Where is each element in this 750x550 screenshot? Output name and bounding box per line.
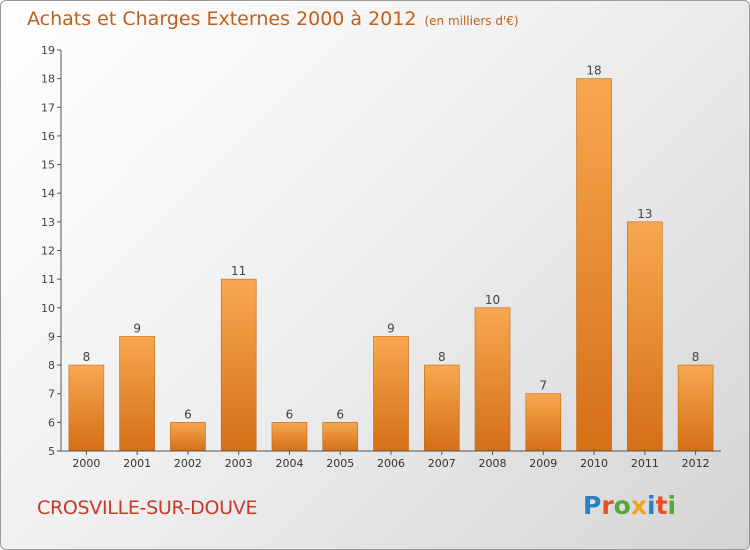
y-tick-label: 15	[41, 159, 55, 172]
x-tick-label: 2003	[225, 457, 253, 470]
chart-title: Achats et Charges Externes 2000 à 2012 (e…	[27, 8, 519, 30]
y-tick-label: 18	[41, 73, 55, 86]
bar-value-label: 7	[539, 379, 547, 393]
bar	[373, 336, 409, 452]
bar-value-label: 13	[637, 207, 652, 221]
x-axis: 2000 2001 2002 2003 2004 2005 2006 2007 2008 2009…	[61, 450, 721, 470]
bar-value-label: 11	[231, 264, 246, 278]
y-tick-label: 9	[48, 330, 55, 343]
bar	[525, 393, 562, 452]
bar	[627, 221, 663, 452]
bar-value-label: 8	[83, 350, 91, 364]
y-tick-label: 17	[41, 101, 55, 114]
x-tick-label: 2010	[580, 457, 608, 470]
y-tick-label: 14	[41, 187, 55, 200]
y-tick-label: 6	[48, 416, 55, 429]
x-tick-label: 2009	[529, 457, 557, 470]
bar	[170, 422, 206, 452]
x-tick-label: 2006	[377, 457, 405, 470]
bar-value-label: 10	[485, 293, 500, 307]
bar-value-label: 6	[336, 407, 344, 421]
city-name: CROSVILLE-SUR-DOUVE	[37, 497, 258, 519]
x-tick-label: 2007	[428, 457, 456, 470]
bar	[220, 278, 257, 452]
y-tick-label: 7	[48, 388, 55, 401]
bar	[322, 422, 359, 452]
x-tick-label: 2002	[174, 457, 202, 470]
bar	[119, 336, 155, 452]
x-tick-label: 2004	[275, 457, 303, 470]
bar	[677, 364, 714, 452]
x-tick-label: 2011	[631, 457, 659, 470]
y-tick-label: 8	[48, 359, 55, 372]
x-tick-label: 2008	[479, 457, 507, 470]
bars: 8 9 6 11 6 6 9 8 10 7 18 13 8	[68, 64, 714, 452]
bar-value-label: 8	[692, 350, 700, 364]
x-tick-label: 2005	[326, 457, 354, 470]
proxiti-logo: Proxiti	[583, 491, 677, 520]
x-tick-label: 2001	[123, 457, 151, 470]
x-tick-label: 2012	[682, 457, 710, 470]
y-tick-label: 16	[41, 130, 55, 143]
bar	[474, 307, 511, 452]
x-tick-label: 2000	[72, 457, 100, 470]
y-tick-label: 10	[41, 302, 55, 315]
bar-value-label: 18	[586, 64, 601, 78]
y-tick-label: 12	[41, 245, 55, 258]
bar	[423, 364, 460, 452]
y-tick-label: 11	[41, 273, 55, 286]
bar	[271, 422, 308, 452]
bar-value-label: 8	[438, 350, 446, 364]
y-tick-label: 5	[48, 445, 55, 458]
chart-title-text: Achats et Charges Externes 2000 à 2012	[27, 8, 417, 30]
bar	[68, 364, 105, 452]
bar-value-label: 6	[184, 407, 192, 421]
y-axis: 5 6 7 8 9 10 11 12 13 14 15 16 17 18 19	[41, 44, 62, 458]
bar	[576, 78, 612, 452]
bar-value-label: 6	[286, 407, 294, 421]
bar-value-label: 9	[133, 321, 141, 335]
bar-value-label: 9	[387, 321, 395, 335]
y-tick-label: 19	[41, 44, 55, 57]
y-tick-label: 13	[41, 216, 55, 229]
chart-unit: (en milliers d'€)	[424, 14, 519, 28]
